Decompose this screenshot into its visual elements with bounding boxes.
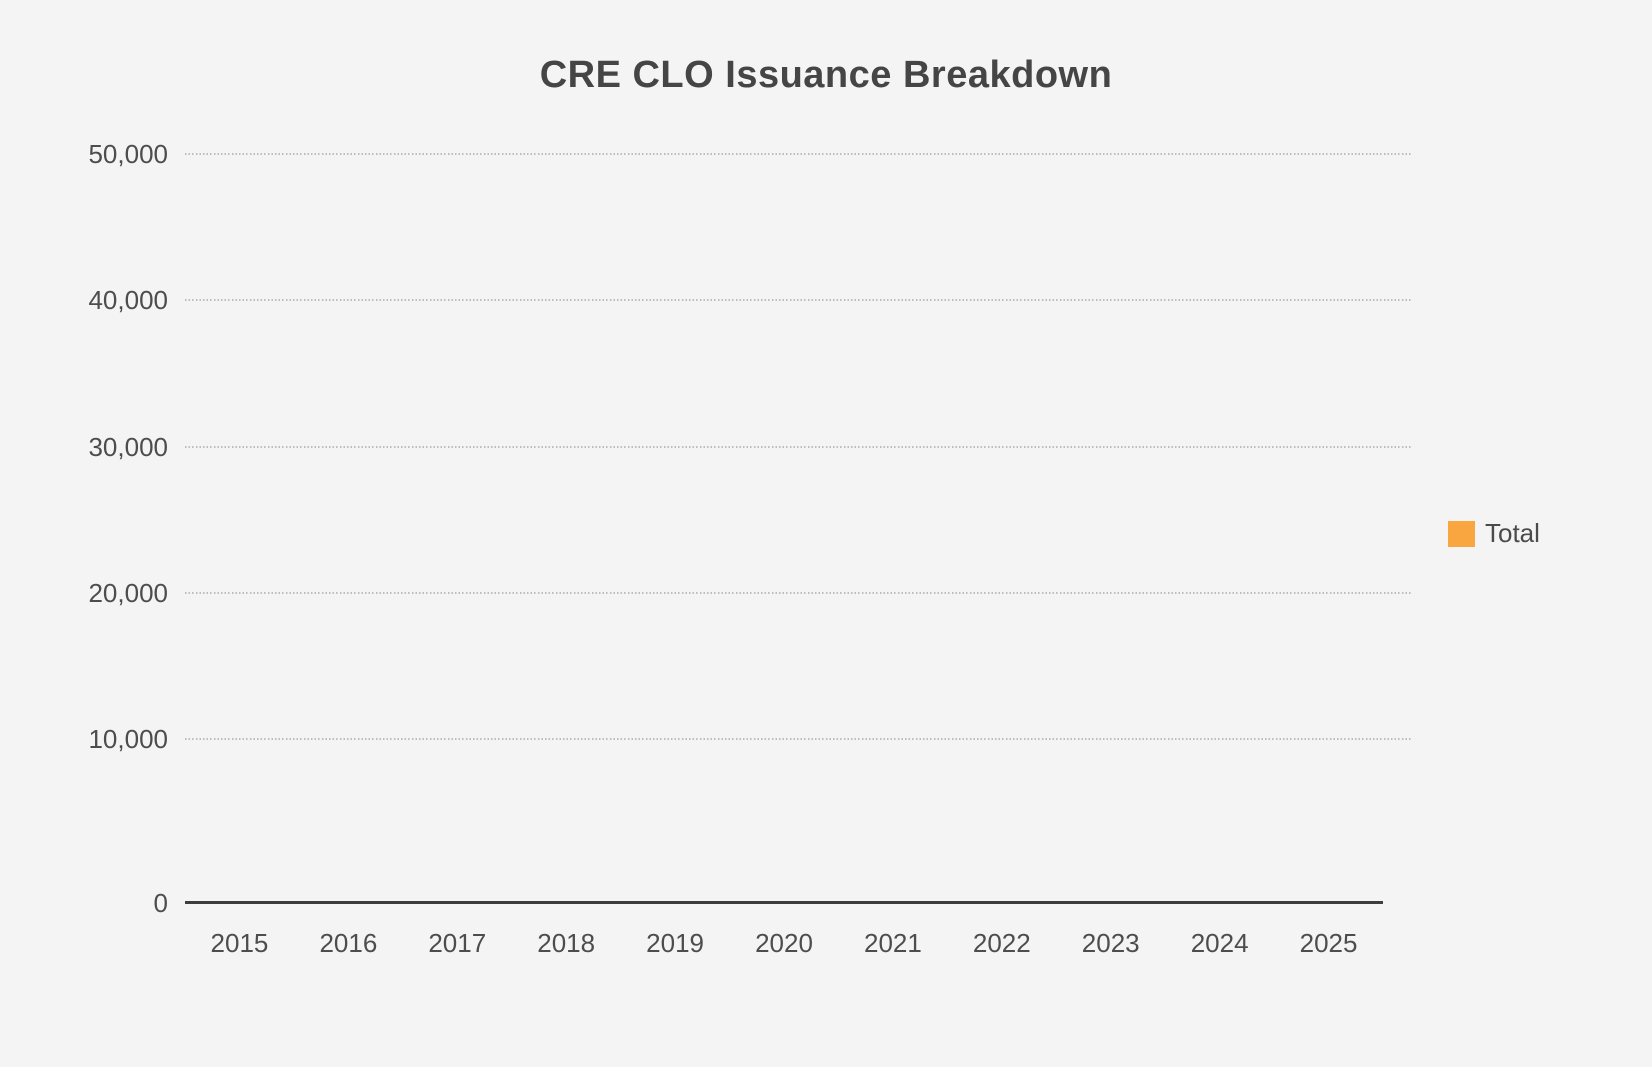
x-tick-label-2019: 2019 (646, 928, 704, 958)
y-tick-label-30000: 30,000 (88, 431, 168, 462)
x-axis-line (185, 901, 1383, 904)
y-tick-label-10000: 10,000 (88, 724, 168, 754)
x-tick-label-2024: 2024 (1190, 928, 1249, 958)
x-tick-label-2023: 2023 (1081, 928, 1140, 958)
y-tick-label-40000: 40,000 (88, 285, 168, 316)
x-tick-label-2020: 2020 (755, 928, 813, 958)
gridline-50000 (185, 153, 1411, 155)
legend: Total (1448, 520, 1540, 547)
y-tick-label-0: 0 (153, 888, 168, 918)
x-tick-label-2018: 2018 (537, 928, 596, 958)
legend-label-total: Total (1485, 518, 1540, 548)
gridline-40000 (185, 299, 1411, 302)
y-tick-label-50000: 50,000 (88, 139, 168, 169)
y-tick-label-20000: 20,000 (88, 578, 168, 608)
x-tick-label-2017: 2017 (428, 928, 487, 958)
gridline-10000 (185, 738, 1411, 740)
x-tick-label-2016: 2016 (319, 928, 378, 958)
x-tick-label-2021: 2021 (863, 928, 922, 958)
gridline-30000 (185, 445, 1411, 448)
legend-swatch-total (1448, 520, 1475, 547)
x-tick-label-2025: 2025 (1299, 928, 1358, 958)
chart-title: CRE CLO Issuance Breakdown (539, 54, 1113, 96)
x-tick-label-2015: 2015 (210, 928, 269, 958)
x-tick-label-2022: 2022 (972, 928, 1031, 958)
legend-item-total[interactable]: Total (1448, 520, 1540, 547)
gridline-20000 (185, 592, 1411, 594)
